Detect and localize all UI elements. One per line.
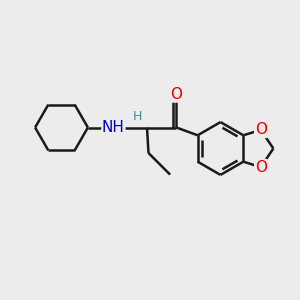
Text: O: O <box>255 122 267 137</box>
Text: O: O <box>255 160 267 175</box>
Text: O: O <box>170 87 182 102</box>
Text: H: H <box>133 110 142 123</box>
Text: NH: NH <box>102 120 125 135</box>
